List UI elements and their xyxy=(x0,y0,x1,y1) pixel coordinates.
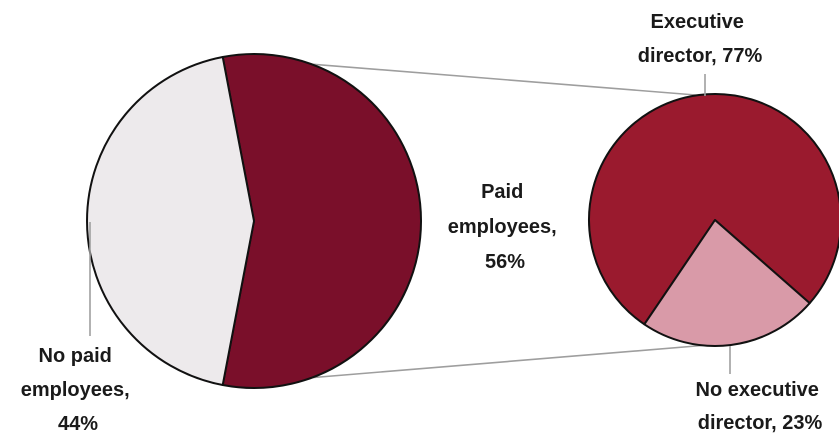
slice-paid-employees xyxy=(221,53,422,389)
breakdown-pie xyxy=(588,93,839,347)
label-executive-director: Executive director, 77% xyxy=(638,11,763,67)
slice-executive-director xyxy=(588,93,839,326)
slice-no-executive-director xyxy=(643,219,811,347)
label-no-paid-employees: No paid employees, 44% xyxy=(21,345,136,435)
label-paid-employees: Paid employees, 56% xyxy=(448,181,563,273)
main-pie xyxy=(86,53,422,389)
label-no-executive-director: No executive director, 23% xyxy=(696,379,825,434)
leader-lines xyxy=(89,74,731,374)
slice-no-paid-employees xyxy=(86,55,255,387)
